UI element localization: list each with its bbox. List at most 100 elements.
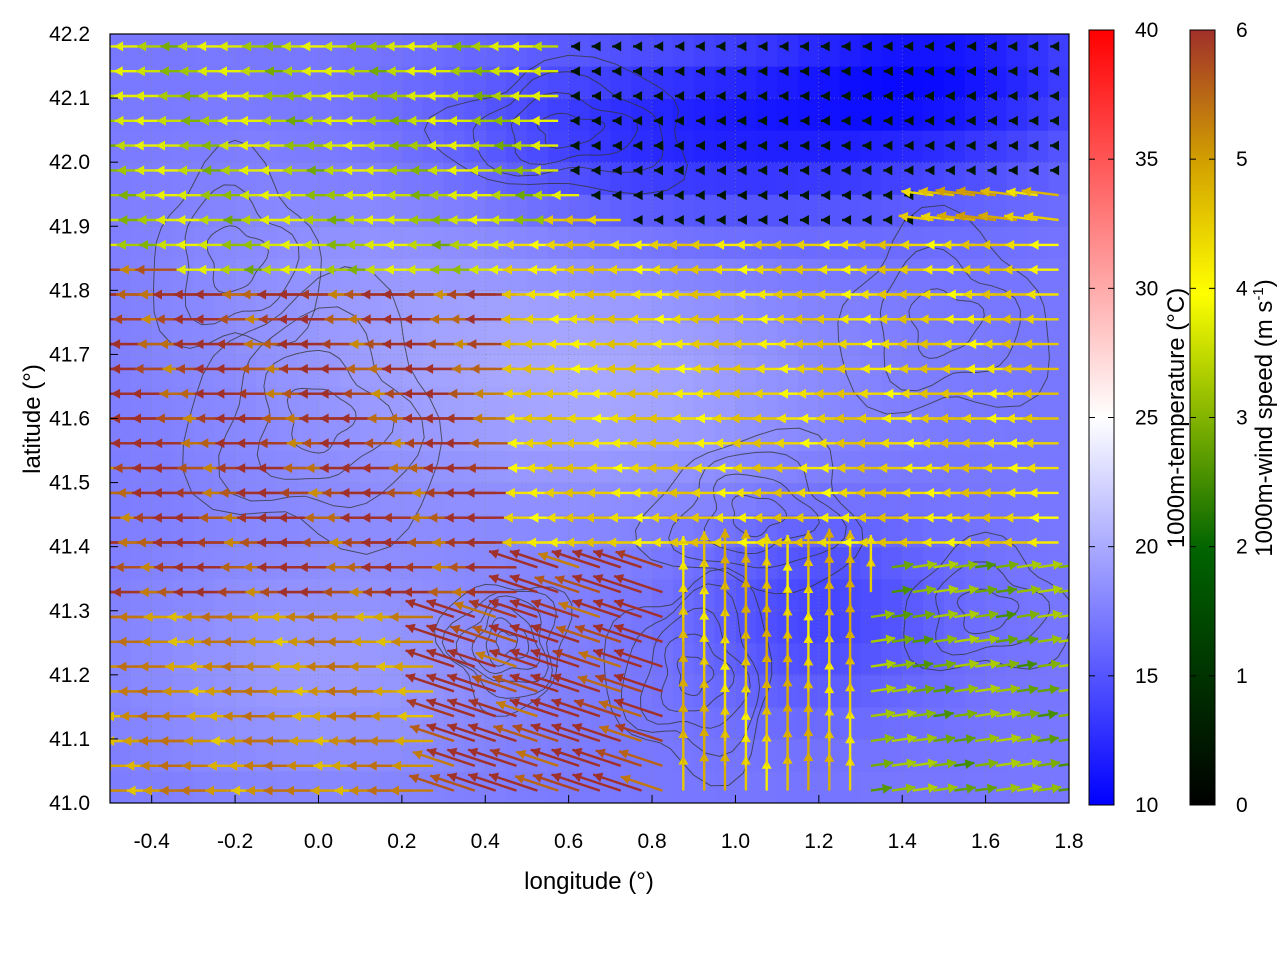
wind-vector-head [856,239,866,250]
wind-vector-head [883,190,893,201]
wind-vector-head [1050,91,1059,101]
wind-vector-head [410,190,420,201]
wind-vector-head [139,587,149,598]
wind-vector-head [340,487,350,498]
wind-vector-head [114,562,124,573]
heatmap-cell [568,226,591,259]
wind-vector-head [347,686,357,697]
wind-vector-head [668,264,678,275]
wind-vector-head [194,289,204,300]
heatmap-cell [464,290,486,323]
wind-vector-head [738,264,748,275]
wind-vector-head [883,66,893,77]
wind-vector-head [691,487,700,498]
y-tick-label: 42.1 [49,87,90,110]
wind-vector-head [964,314,974,325]
wind-vector-head [257,487,267,498]
wind-vector-head [1050,140,1059,151]
wind-vector-head [69,562,78,572]
heatmap-cell [964,194,987,227]
wind-vector-head [948,609,958,620]
wind-vector-head [95,91,104,101]
heatmap-cell [860,290,882,323]
wind-vector-head [736,289,746,300]
wind-vector-head [918,363,928,374]
wind-vector-head [1008,165,1018,176]
wind-vector-head [649,239,658,250]
wind-vector-head [607,537,617,548]
heatmap-cell [672,514,695,548]
wind-vector-head [883,215,893,225]
wind-vector-head [927,758,938,769]
heatmap-cell [777,66,799,99]
heatmap-cell [1048,322,1069,356]
wind-vector-head [139,239,149,250]
heatmap-cell [526,34,549,67]
wind-vector-head [614,598,625,609]
wind-vector-head [277,587,287,598]
wind-vector-head [943,512,953,523]
heatmap-cell [526,66,549,99]
wind-vector-head [945,115,955,126]
wind-vector-head [570,91,580,101]
heatmap-cell [276,482,299,516]
wind-vector-head [836,463,846,474]
wind-vector-head [492,674,503,684]
wind-vector-head [779,91,789,101]
wind-vector-head [423,388,433,399]
heatmap-cell [339,610,361,644]
wind-vector-head [927,733,937,744]
heatmap-cell [631,354,653,388]
wind-vector-head [393,661,403,672]
heatmap-cell [360,98,382,131]
heatmap-cell [297,386,320,420]
wind-vector-head [980,512,990,523]
wind-vector-head [987,41,997,52]
heatmap-cell [568,322,591,356]
wind-vector-head [298,314,308,325]
colorbar-tick-label: 10 [1135,794,1158,817]
terrain-contour [434,583,573,717]
wind-vector-head [876,264,886,275]
wind-vector-head [94,215,103,225]
wind-vector-head [924,512,934,523]
wind-vector-head [179,388,189,399]
wind-vector-head [69,265,78,275]
wind-vector-head [273,636,283,647]
wind-vector-head [936,211,947,222]
heatmap-cell [735,98,757,131]
wind-vector-head [945,91,955,101]
wind-vector-head [322,66,332,77]
wind-vector-head [223,711,233,722]
wind-vector-head [898,537,907,548]
heatmap-cell [631,610,653,644]
wind-vector-head [695,165,705,176]
wind-vector-head [988,91,998,101]
wind-vector-head [509,698,520,708]
heatmap-cell [485,34,507,67]
heatmap-cell [172,66,194,99]
heatmap-cell [631,322,653,356]
wind-vector-head [428,587,438,598]
wind-vector-head [987,115,997,126]
wind-vector-head [270,612,280,622]
wind-vector-head [606,289,616,300]
wind-vector-head [277,314,287,325]
heatmap-cell [589,258,611,291]
wind-vector-head [883,115,893,126]
y-axis: 41.041.141.241.341.441.541.641.741.841.9… [49,23,118,815]
wind-vector-head [138,289,148,300]
wind-vector-head [239,190,249,201]
wind-vector-head [944,264,954,275]
wind-vector-head [980,264,990,275]
heatmap-cell [777,354,799,388]
heatmap-cell [964,354,987,388]
wind-vector-head [299,413,309,424]
wind-vector-head [113,91,123,101]
heatmap-cell [214,546,236,580]
wind-vector-head [758,41,768,52]
wind-vector-head [712,537,722,548]
wind-vector-head [960,512,970,523]
heatmap-cell [276,642,299,676]
wind-vector-head [257,512,267,523]
